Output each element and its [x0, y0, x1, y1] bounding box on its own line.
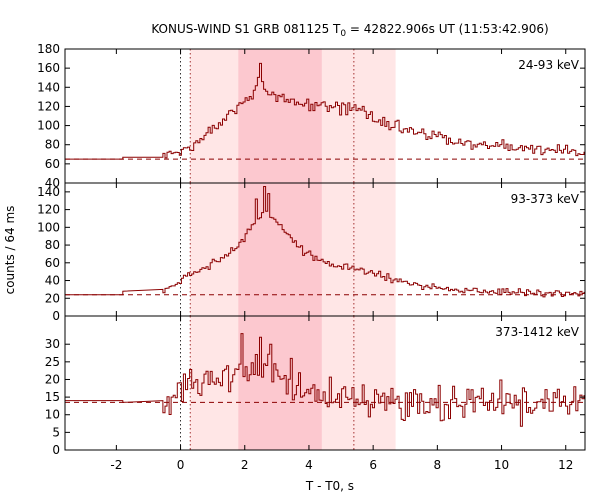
shaded-interval-dark [238, 183, 322, 316]
y-tick-label: 140 [37, 185, 60, 199]
x-tick-label: 6 [369, 458, 377, 472]
panel-2: 0 20 40 60 80 100 120 140 93-373 keV [37, 182, 586, 323]
y-tick-label: 100 [37, 119, 60, 133]
x-tick-label: 12 [558, 458, 573, 472]
panel-3: 0 5 10 15 20 25 30 373-1412 keV [45, 315, 586, 457]
shaded-interval-dark [238, 316, 322, 450]
y-tick-label: 10 [45, 408, 60, 422]
title-subscript: 0 [340, 29, 346, 39]
y-tick-label: 60 [45, 157, 60, 171]
y-tick-label: 160 [37, 61, 60, 75]
energy-band-label: 24-93 keV [518, 58, 580, 72]
x-tick-label: 0 [177, 458, 185, 472]
chart-title: KONUS-WIND S1 GRB 081125 T0 = 42822.906s… [151, 22, 548, 39]
x-axis-label: T - T0, s [305, 479, 354, 493]
y-tick-label: 140 [37, 80, 60, 94]
title-suffix: = 42822.906s UT (11:53:42.906) [346, 22, 549, 36]
y-tick-label: 40 [45, 176, 60, 190]
x-tick-label: 8 [434, 458, 442, 472]
y-tick-label: 40 [45, 274, 60, 288]
y-tick-label: 120 [37, 203, 60, 217]
energy-band-label: 93-373 keV [511, 192, 580, 206]
y-tick-label: 80 [45, 138, 60, 152]
y-tick-label: 30 [45, 337, 60, 351]
y-tick-label: 5 [52, 425, 60, 439]
light-curve-series [65, 333, 585, 427]
y-tick-label: 20 [45, 291, 60, 305]
light-curve-series [65, 186, 585, 298]
y-tick-label: 180 [37, 42, 60, 56]
panel-1: 40 60 80 100 120 140 160 180 24-93 keV [37, 42, 586, 190]
y-tick-label: 60 [45, 256, 60, 270]
y-tick-label: 100 [37, 220, 60, 234]
x-tick-label: 2 [241, 458, 249, 472]
shaded-interval-dark [238, 49, 322, 183]
x-tick-label: 4 [305, 458, 313, 472]
y-tick-label: 80 [45, 238, 60, 252]
y-tick-label: 0 [52, 443, 60, 457]
light-curve-series [65, 62, 585, 160]
panel-frame [64, 315, 586, 451]
y-tick-label: 25 [45, 355, 60, 369]
y-tick-label: 0 [52, 309, 60, 323]
y-tick-label: 15 [45, 390, 60, 404]
energy-band-label: 373-1412 keV [495, 325, 579, 339]
x-tick-label: 10 [494, 458, 509, 472]
y-tick-label: 20 [45, 372, 60, 386]
y-axis-label: counts / 64 ms [3, 206, 17, 295]
y-tick-label: 120 [37, 99, 60, 113]
x-tick-label: -2 [110, 458, 122, 472]
